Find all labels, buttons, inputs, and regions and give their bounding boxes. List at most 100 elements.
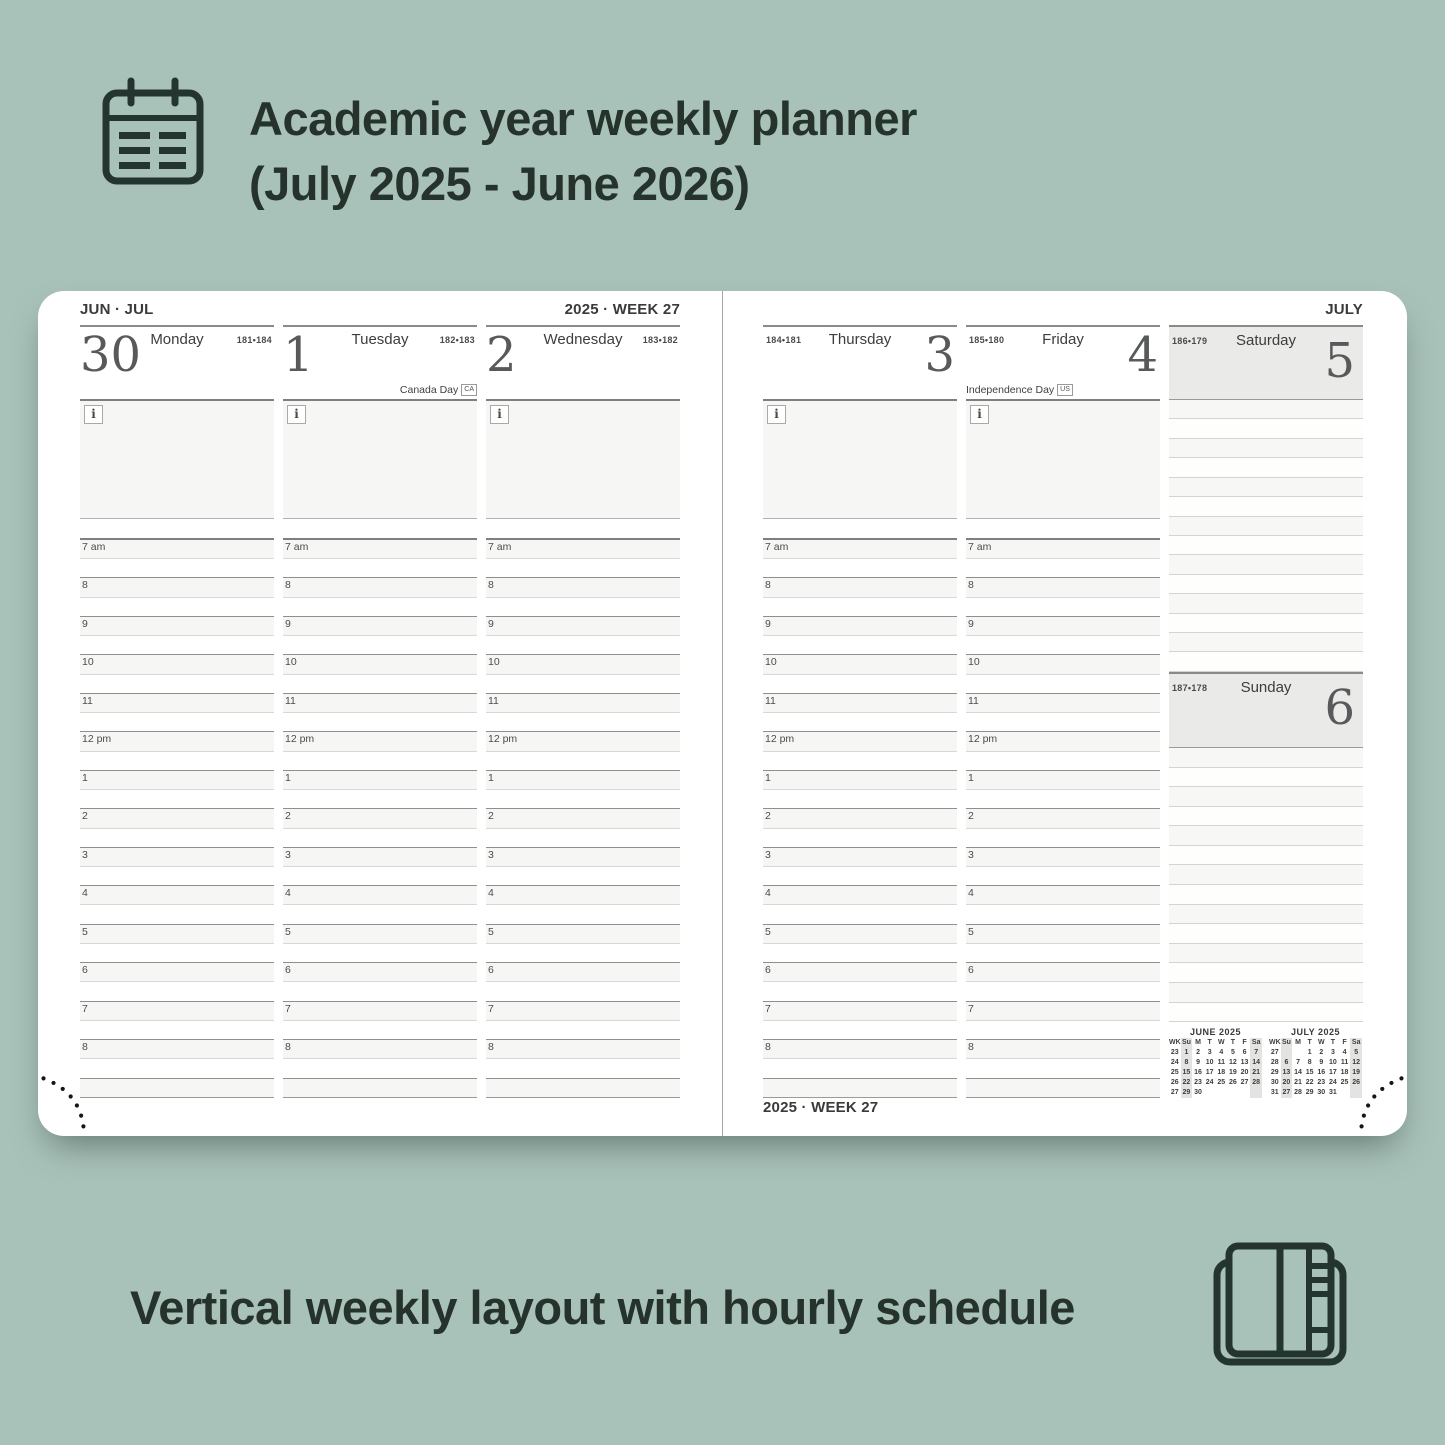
half-hour-row [486,981,680,1001]
mini-calendar-july-2025: JULY 2025 WK Su M T W T F Sa 27 1 2 3 4 5 28 6 7 8 9 10 11 12 2… [1269,1026,1362,1098]
hour-row: 5 [80,923,274,943]
mini-calendar-week-row: 27 1 2 3 4 5 [1269,1048,1362,1058]
hour-row: 10 [80,654,274,674]
notes-area: i [763,399,957,519]
holiday-label: Independence Day US [966,384,1073,396]
hour-label: 8 [82,1041,88,1054]
hour-row: 8 [966,1039,1160,1059]
hour-label: 8 [968,1041,974,1054]
mini-calendar-cell: F [1242,1039,1247,1046]
hour-row: 11 [763,692,957,713]
mini-calendar-cell: 21 [1294,1079,1302,1086]
notes-area: i [486,399,680,519]
ruled-line [1169,885,1363,905]
info-icon: i [970,405,989,424]
ruled-line [1169,419,1363,439]
mini-calendar-cell [1250,1088,1262,1098]
mini-calendar-cell: 27 [1170,1089,1179,1096]
ruled-line [1169,943,1363,964]
left-page-week-label: 2025 · WEEK 27 [564,301,680,318]
mini-calendar-week-row: 27 29 30 [1169,1088,1262,1098]
hour-row: 12 pm [966,731,1160,751]
hour-row: 9 [80,615,274,636]
half-hour-row [80,635,274,655]
half-hour-row [486,1058,680,1078]
mini-calendar-cell: 25 [1217,1079,1226,1086]
hour-label: 7 am [765,541,789,553]
hour-row: 1 [80,769,274,790]
mini-calendar-week-row: 30 20 21 22 23 24 25 26 [1269,1078,1362,1088]
mini-calendar-cell: 1 [1180,1048,1193,1058]
hour-row: 3 [486,846,680,866]
hour-row: 11 [966,692,1160,713]
hour-row [80,1077,274,1097]
mini-calendar-cell: 11 [1340,1059,1349,1066]
hour-row: 11 [80,692,274,713]
hour-row: 8 [763,577,957,597]
hour-row: 4 [763,885,957,905]
weekend-ruled-area-sunday [1169,748,1363,1023]
mini-calendar-cell: Su [1180,1038,1193,1048]
hour-label: 11 [285,694,296,707]
half-hour-row [80,596,274,616]
mini-calendar-cell: WK [1169,1039,1181,1046]
mini-calendar-cell: 25 [1170,1069,1179,1076]
mini-calendar-cell: T [1230,1039,1236,1046]
hour-label: 10 [488,656,500,669]
half-hour-row [486,558,680,578]
hour-label: 3 [968,848,974,861]
day-name-label: Monday [150,331,204,348]
hourly-schedule: 7 am 8 9 10 11 12 pm 1 2 3 4 5 6 7 8 [283,538,477,1098]
day-header-tuesday: 1 Tuesday 182•183 Canada Day CA [283,325,477,399]
ruled-line [1169,924,1363,944]
hour-row: 8 [763,1039,957,1059]
half-hour-row [763,750,957,770]
mini-calendar-cell: 26 [1350,1078,1362,1088]
hour-row: 11 [486,692,680,713]
mini-calendar-cell: T [1207,1039,1212,1046]
hour-row: 11 [283,692,477,713]
holiday-name: Canada Day [399,384,459,396]
day-name-label: Sunday [1240,679,1292,696]
mini-calendar-cell: 17 [1329,1069,1337,1076]
mini-calendar-week-row: 23 1 2 3 4 5 6 7 [1169,1048,1262,1058]
half-hour-row [80,750,274,770]
day-column-friday: 4 Friday 185•180 Independence Day US i 7 am 8 9 1… [966,325,1160,1098]
mini-calendar-cell: 6 [1242,1049,1247,1056]
hour-label: 5 [968,925,974,938]
hour-label: 4 [488,887,494,900]
hour-label: 12 pm [968,733,998,746]
half-hour-row [486,827,680,847]
hour-label: 2 [82,810,88,823]
hero-title-line1: Academic year weekly planner [249,92,917,145]
weekend-header-saturday: 186•179 Saturday 5 [1169,325,1363,400]
half-hour-row [486,750,680,770]
hour-row: 6 [966,962,1160,982]
mini-calendar-cell: M [1295,1039,1301,1046]
half-hour-row [486,904,680,924]
mini-calendar-cell: 28 [1250,1078,1262,1088]
ruled-line [1169,748,1363,768]
hour-row: 5 [763,923,957,943]
mini-calendar-cell: 2 [1319,1049,1324,1056]
hour-label: 9 [765,617,771,630]
mini-calendar-cell: 14 [1294,1069,1302,1076]
half-hour-row [283,942,477,963]
half-hour-row [80,789,274,809]
half-hour-row [966,981,1160,1001]
ruled-line [1169,806,1363,827]
hour-row: 7 [763,1000,957,1020]
mini-calendar-cell: W [1218,1039,1225,1046]
half-hour-row [80,827,274,847]
hour-label: 12 pm [285,733,315,746]
mini-calendar-cell [1227,1088,1239,1098]
half-hour-row [283,1019,477,1040]
half-hour-row [283,712,477,732]
mini-calendar-cell: 4 [1219,1049,1224,1056]
half-hour-row [283,904,477,924]
half-hour-row [486,942,680,963]
mini-calendar-cell: 30 [1317,1089,1326,1096]
mini-calendar-cell: 18 [1340,1069,1349,1076]
hour-row: 10 [966,654,1160,674]
mini-calendar-cell: 10 [1329,1059,1337,1066]
